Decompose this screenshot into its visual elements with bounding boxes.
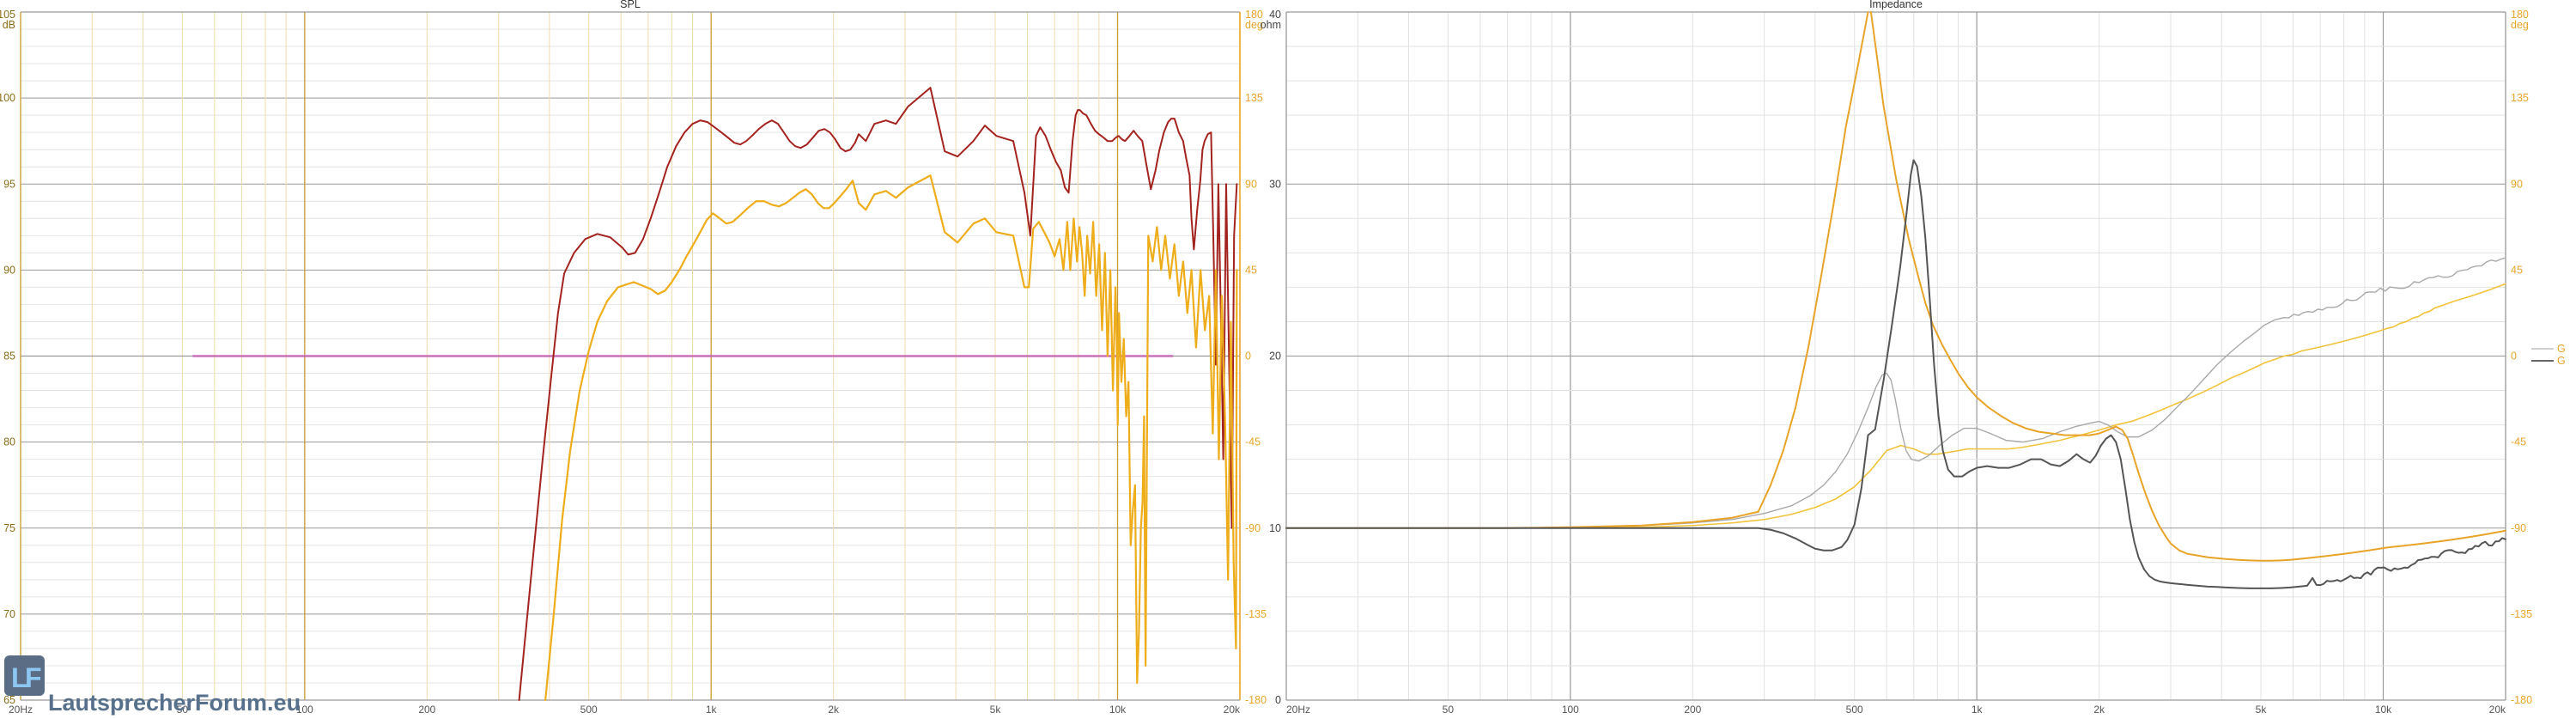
svg-text:95: 95 — [3, 178, 15, 190]
svg-text:-90: -90 — [1245, 522, 1261, 534]
svg-text:90: 90 — [2511, 178, 2523, 190]
svg-text:-180: -180 — [1245, 694, 1267, 706]
svg-text:20k: 20k — [2489, 704, 2506, 716]
svg-text:0: 0 — [1245, 350, 1251, 363]
svg-text:50: 50 — [1443, 704, 1455, 716]
svg-text:dB: dB — [3, 19, 15, 31]
svg-text:SPL: SPL — [620, 0, 641, 10]
svg-text:135: 135 — [1245, 92, 1263, 104]
svg-text:1k: 1k — [1971, 704, 1984, 716]
svg-text:G: G — [2557, 355, 2566, 367]
svg-text:100: 100 — [0, 92, 15, 104]
svg-text:F: F — [25, 662, 42, 693]
svg-text:70: 70 — [3, 608, 15, 620]
svg-text:20k: 20k — [1224, 704, 1241, 716]
svg-text:85: 85 — [3, 350, 15, 363]
svg-text:Impedance: Impedance — [1869, 0, 1923, 10]
svg-text:90: 90 — [1245, 178, 1257, 190]
svg-text:20Hz: 20Hz — [9, 704, 33, 716]
svg-text:10k: 10k — [1109, 704, 1127, 716]
svg-text:2k: 2k — [2093, 704, 2105, 716]
svg-text:LautsprecherForum.eu: LautsprecherForum.eu — [48, 690, 301, 716]
svg-text:-135: -135 — [2511, 608, 2532, 620]
svg-text:0: 0 — [1275, 694, 1281, 706]
svg-text:100: 100 — [1562, 704, 1579, 716]
svg-text:-135: -135 — [1245, 608, 1267, 620]
svg-text:-45: -45 — [1245, 436, 1261, 448]
svg-text:ohm: ohm — [1261, 19, 1281, 31]
svg-text:1k: 1k — [706, 704, 718, 716]
svg-text:135: 135 — [2511, 92, 2529, 104]
svg-text:200: 200 — [1684, 704, 1701, 716]
svg-text:0: 0 — [2511, 350, 2517, 363]
svg-text:45: 45 — [1245, 264, 1257, 276]
svg-text:20: 20 — [1269, 350, 1281, 363]
svg-text:75: 75 — [3, 522, 15, 534]
svg-text:5k: 5k — [990, 704, 1002, 716]
svg-text:2k: 2k — [828, 704, 840, 716]
svg-text:500: 500 — [580, 704, 598, 716]
svg-text:5k: 5k — [2256, 704, 2268, 716]
svg-text:200: 200 — [418, 704, 435, 716]
svg-text:500: 500 — [1846, 704, 1863, 716]
svg-text:G: G — [2557, 343, 2566, 355]
svg-text:45: 45 — [2511, 264, 2523, 276]
svg-text:-45: -45 — [2511, 436, 2526, 448]
svg-text:10k: 10k — [2375, 704, 2392, 716]
svg-text:20Hz: 20Hz — [1286, 704, 1310, 716]
svg-text:80: 80 — [3, 436, 15, 448]
svg-text:-90: -90 — [2511, 522, 2526, 534]
svg-text:90: 90 — [3, 264, 15, 276]
svg-text:10: 10 — [1269, 522, 1281, 534]
svg-text:deg: deg — [2511, 19, 2529, 31]
svg-text:30: 30 — [1269, 178, 1281, 190]
svg-text:-180: -180 — [2511, 694, 2532, 706]
